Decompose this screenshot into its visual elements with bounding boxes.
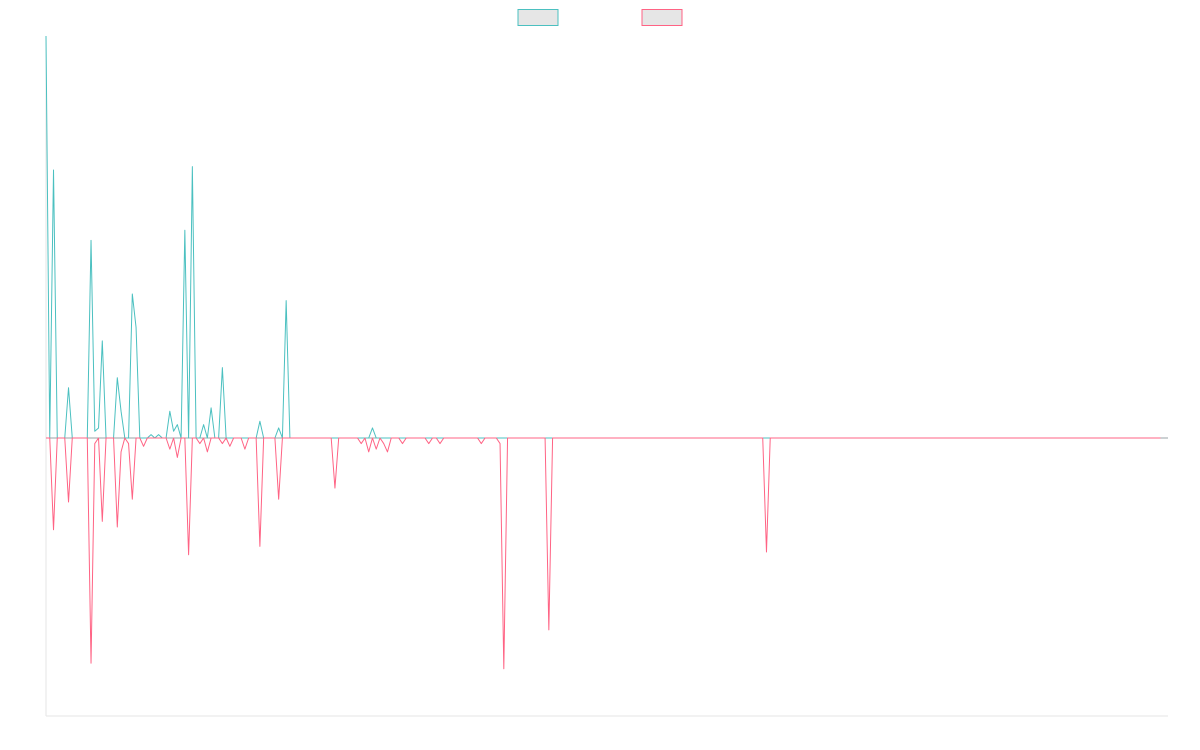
series-line-1 [45, 35, 1131, 439]
legend-swatch-series-2[interactable] [641, 9, 683, 26]
chart-legend [517, 9, 683, 26]
series-line-2 [46, 437, 1161, 670]
legend-swatch-series-1[interactable] [517, 9, 559, 26]
series-layer [45, 35, 1161, 670]
chart-axes [45, 36, 1168, 717]
